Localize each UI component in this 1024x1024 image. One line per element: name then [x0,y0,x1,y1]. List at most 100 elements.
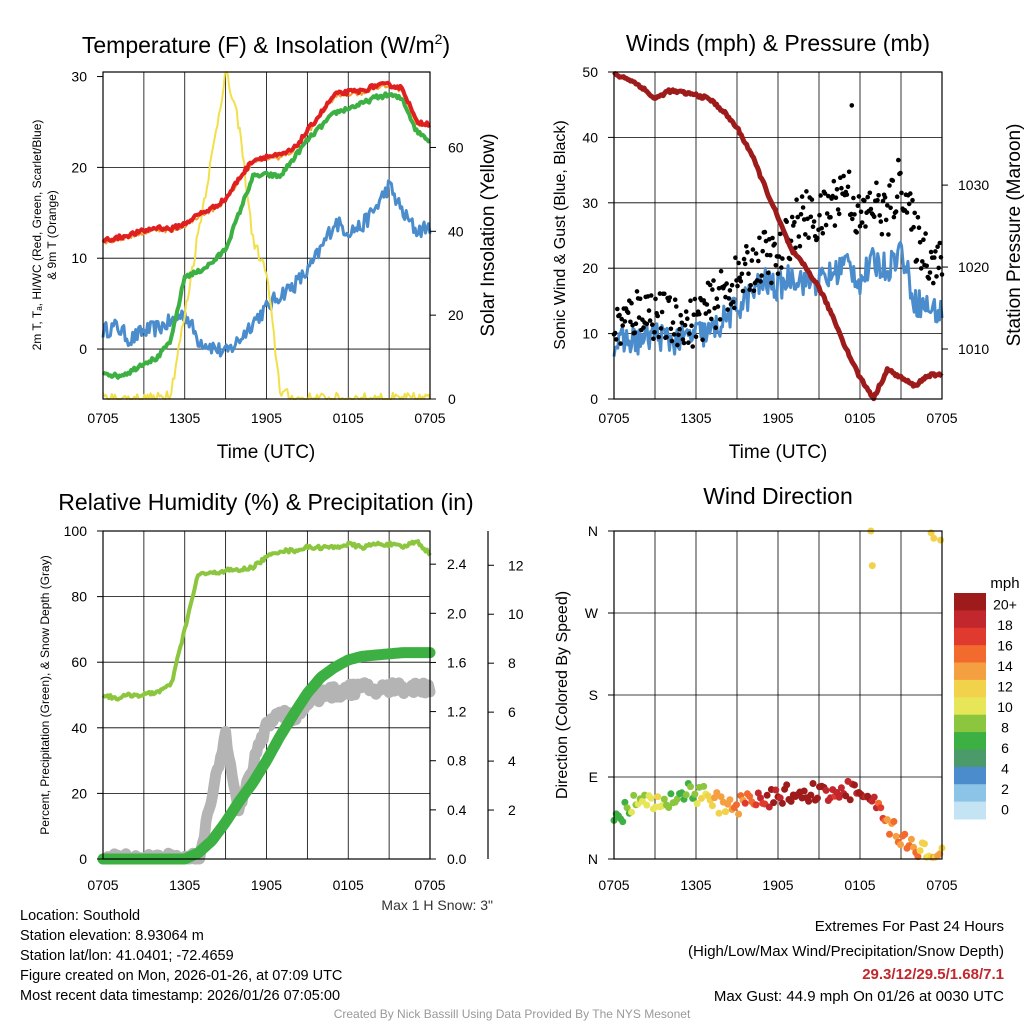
x-tick-label: 0105 [844,877,875,893]
y-tick-label-right: 0 [448,391,456,407]
gust-point [633,321,639,327]
gust-point [899,190,904,196]
gust-point [799,194,805,199]
wind-direction-point [665,804,673,811]
colorbar-label: 4 [1001,761,1009,777]
y-tick-label-precip: 0.4 [447,802,467,818]
wind-direction-point [813,794,821,802]
gust-point [669,338,675,344]
colorbar-label: 18 [997,617,1013,633]
y-tick-label-snow: 6 [508,704,516,720]
gust-point [637,296,643,302]
gust-point [917,240,923,245]
y-tick-label: N [588,523,598,539]
gust-point [729,282,735,288]
wind-direction-point [910,843,918,851]
gust-point [691,312,697,318]
wind-pressure-series [611,71,945,402]
gust-point [857,223,863,229]
wind-direction-point [937,536,945,544]
max-gust-text: Max Gust: 44.9 mph On 01/26 at 0030 UTC [713,988,1004,1005]
gust-point [679,320,685,326]
colorbar-swatch [954,801,986,820]
gust-point [617,312,622,318]
gust-point [875,197,880,203]
y-tick-label: W [585,605,599,621]
wind-direction-point [621,798,629,806]
gust-point [865,194,870,200]
gust-point [894,194,900,199]
gust-point [727,288,733,293]
gust-point [796,234,802,239]
wind-direction-point [722,808,729,816]
elevation-text: Station elevation: 8.93064 m [20,928,204,944]
x-tick-label: 1305 [680,410,711,426]
gust-point [628,319,633,325]
colorbar-label: 6 [1001,740,1009,756]
wind-direction-point [735,810,743,818]
y-tick-label-precip: 1.2 [447,704,467,720]
wind-direction-point [822,786,830,794]
gust-point [759,273,764,278]
gust-point [815,235,820,241]
gust-point [826,193,831,199]
gust-point [651,336,656,342]
y-tick-label-precip: 0.0 [447,851,467,867]
gust-point [931,280,936,286]
x-tick-label: 1905 [762,410,793,426]
gust-point [833,195,839,200]
x-tick-label: 0705 [926,410,957,426]
gust-point [717,317,723,322]
colorbar-title: mph [990,575,1019,592]
gust-point [709,316,714,322]
wind-direction-point [708,802,716,810]
colorbar-swatch [954,784,986,803]
gust-point [885,203,890,208]
series-line-2m-t [101,80,432,244]
gust-point [809,197,815,202]
wind-direction-point [890,818,898,825]
gust-point [898,170,903,176]
gust-point [882,195,888,200]
gust-point [710,287,715,292]
gust-point [841,173,846,179]
x-tick-label: 1305 [169,877,200,893]
gust-point [668,326,674,332]
wind-direction-point [715,809,723,817]
gust-point [697,311,702,317]
gust-point [619,316,624,322]
gust-point [646,308,652,313]
wind-direction-point [886,830,893,838]
gust-point [896,157,901,163]
gust-point [746,271,751,277]
wind-direction-point [805,797,813,805]
gust-point [850,216,855,222]
y-tick-label-left: 30 [582,195,598,211]
gust-point [714,296,720,302]
y-tick-label-left: 10 [582,326,598,342]
gust-point [780,256,785,261]
y-tick-label-left: 40 [71,720,87,736]
gust-point [904,210,910,215]
wind-direction-point [907,835,915,843]
gust-point [678,312,683,318]
gust-point [768,252,773,258]
gust-point [890,178,896,183]
x-tick-label: 0105 [333,877,364,893]
wind-direction-point [643,801,651,809]
credit-text: Created By Nick Bassill Using Data Provi… [333,1007,691,1021]
gust-point [676,332,681,338]
y-tick-label-right: 20 [448,307,464,323]
gust-point [935,244,940,249]
wind-direction-gridlines [613,531,943,859]
wind-direction-point [837,784,845,792]
wind-direction-point [870,793,878,801]
gust-point [937,240,943,246]
gust-point [751,288,757,294]
insolation-ylabel: Solar Insolation (Yellow) [478,133,499,336]
gust-point [742,261,748,267]
gust-point [886,232,891,237]
colorbar-swatch [954,662,986,681]
gust-point [928,249,934,255]
location-text: Location: Southold [20,908,141,924]
